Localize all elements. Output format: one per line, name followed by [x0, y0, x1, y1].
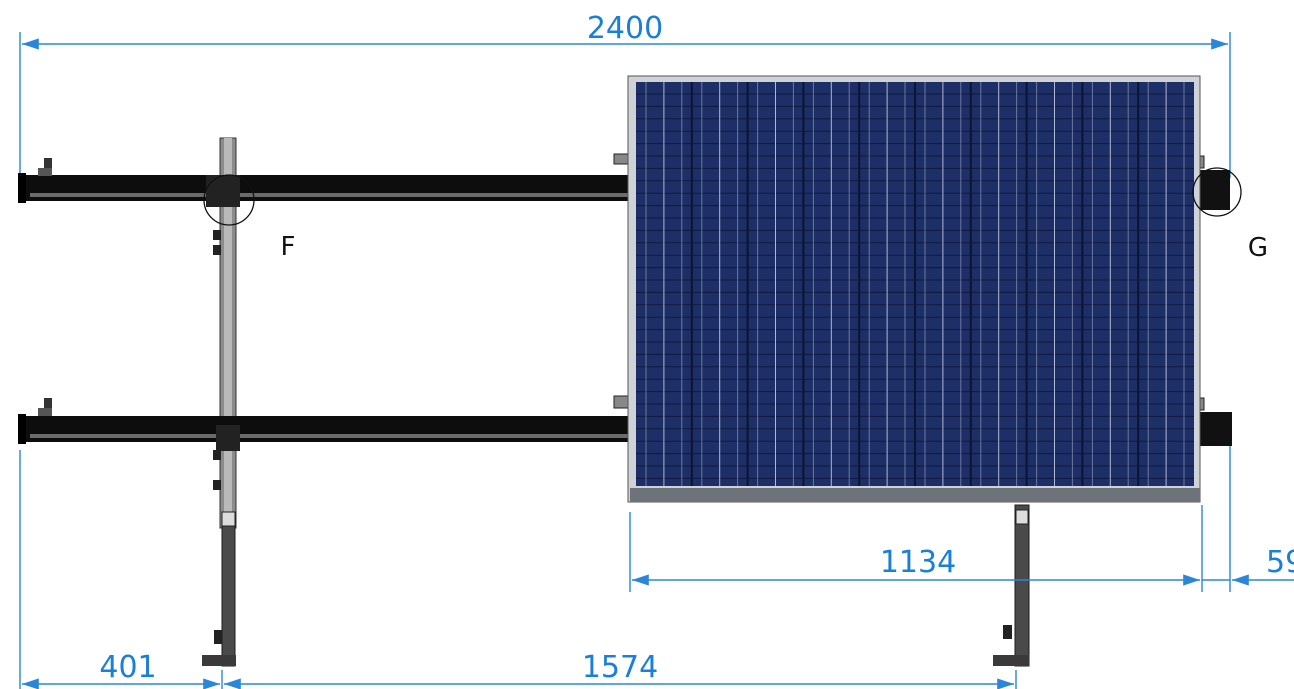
lower-rail [18, 395, 1232, 451]
dimension-overhang-text: 59 [1266, 545, 1294, 580]
left-post [202, 137, 237, 667]
detail-g-label: G [1248, 233, 1268, 263]
dimension-overhang: 59 [1202, 446, 1294, 592]
dimension-left-offset: 401 [19, 450, 223, 689]
dimension-panel: 1134 [629, 505, 1203, 592]
right-post [993, 504, 1030, 667]
dimension-left-offset-text: 401 [99, 650, 156, 685]
dimension-overall-text: 2400 [587, 11, 663, 46]
detail-g: G [1192, 167, 1268, 263]
panel-busbars [645, 82, 1185, 486]
detail-f-label: F [281, 232, 296, 262]
dimension-overall: 2400 [19, 11, 1231, 178]
dimension-post-spacing-text: 1574 [582, 650, 658, 685]
detail-f: F [203, 174, 296, 262]
dimension-post-spacing: 1574 [224, 650, 1017, 689]
dimension-panel-text: 1134 [880, 545, 956, 580]
solar-panel [627, 75, 1201, 503]
